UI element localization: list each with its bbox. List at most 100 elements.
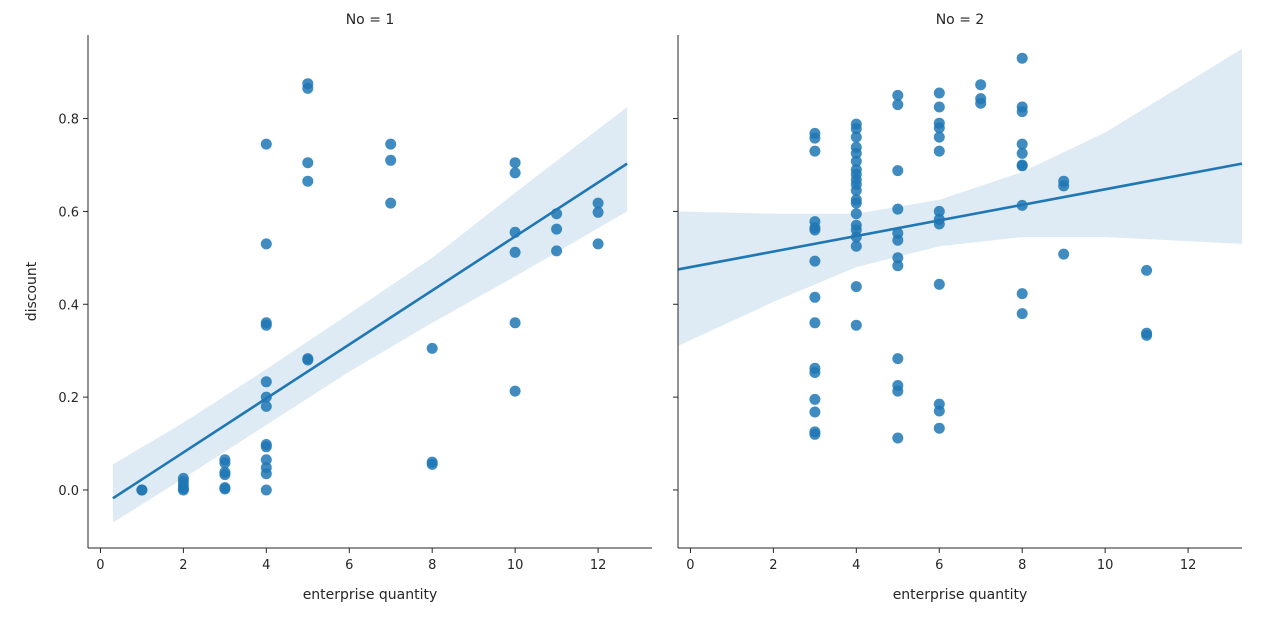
x-tick-label: 8 (428, 558, 436, 573)
data-point (850, 185, 862, 196)
data-point (260, 400, 272, 412)
y-tick-label: 0.4 (58, 298, 79, 313)
data-point (933, 278, 945, 290)
data-point (809, 406, 821, 418)
data-point (850, 123, 862, 135)
data-point (260, 319, 272, 331)
data-point (850, 147, 862, 159)
x-tick-label: 10 (507, 558, 524, 573)
data-point (892, 165, 904, 177)
data-point (1016, 308, 1028, 320)
data-point (850, 197, 862, 209)
data-point (1016, 288, 1028, 300)
data-point (975, 79, 987, 91)
data-point (426, 458, 438, 470)
data-point (850, 208, 862, 220)
x-tick-label: 6 (345, 558, 353, 573)
data-point (260, 454, 272, 466)
data-point (892, 234, 904, 246)
x-tick-label: 12 (1180, 558, 1197, 573)
data-point (136, 484, 148, 496)
data-point (933, 205, 945, 217)
panel-no-1: No = 1 enterprise quantity discount 0 2 4 6… (24, 12, 652, 603)
x-tick-label: 8 (1018, 558, 1026, 573)
data-point (850, 131, 862, 143)
x-axis-label: enterprise quantity (893, 587, 1028, 603)
x-tick-label: 10 (1097, 558, 1114, 573)
data-point (260, 441, 272, 453)
data-point (260, 468, 272, 480)
data-point (933, 122, 945, 134)
data-point (1016, 160, 1028, 172)
y-tick-label: 0.8 (58, 113, 79, 128)
data-point (509, 246, 521, 258)
x-tick-label: 2 (769, 558, 777, 573)
data-point (933, 405, 945, 417)
data-point (302, 157, 314, 169)
data-point (1058, 180, 1070, 192)
data-point (302, 175, 314, 187)
data-point (809, 428, 821, 440)
data-point (1141, 329, 1153, 341)
data-point (1016, 138, 1028, 150)
data-point (260, 238, 272, 250)
data-point (892, 432, 904, 444)
regression-line (112, 162, 628, 500)
data-point (1016, 106, 1028, 118)
confidence-band (678, 48, 1242, 347)
data-point (177, 484, 189, 496)
data-point (933, 422, 945, 434)
x-tick-label: 0 (96, 558, 104, 573)
data-point (809, 145, 821, 157)
data-point (302, 82, 314, 94)
x-tick-label: 12 (590, 558, 607, 573)
data-point (551, 223, 563, 235)
panel-title: No = 1 (346, 12, 395, 28)
data-point (933, 145, 945, 157)
data-point (592, 206, 604, 218)
data-point (509, 157, 521, 169)
data-point (809, 132, 821, 144)
panel-no-2: No = 2 enterprise quantity 0 2 4 6 8 10 12 (673, 12, 1243, 603)
data-point (975, 97, 987, 109)
y-tick-label: 0.6 (58, 205, 79, 220)
data-point (809, 291, 821, 303)
data-point (219, 483, 231, 495)
data-point (1141, 264, 1153, 276)
data-point (509, 317, 521, 329)
data-point (509, 385, 521, 397)
data-point (509, 167, 521, 179)
data-point (809, 224, 821, 236)
data-point (933, 131, 945, 143)
data-point (850, 240, 862, 252)
data-point (892, 99, 904, 111)
data-point (385, 197, 397, 209)
data-point (809, 393, 821, 405)
data-point (219, 457, 231, 469)
data-point (551, 245, 563, 257)
data-point (809, 317, 821, 329)
data-point (892, 252, 904, 264)
data-point (809, 367, 821, 378)
data-point (385, 154, 397, 166)
data-point (892, 260, 904, 272)
data-point (260, 376, 272, 388)
data-point (302, 354, 314, 366)
x-tick-label: 4 (852, 558, 860, 573)
data-point (1016, 52, 1028, 64)
data-point (892, 353, 904, 365)
confidence-band (112, 107, 628, 523)
data-point (850, 155, 862, 167)
data-point (892, 385, 904, 397)
data-point (1016, 147, 1028, 159)
data-point (592, 197, 604, 209)
panel-title: No = 2 (936, 12, 985, 28)
x-axis-label: enterprise quantity (303, 587, 438, 603)
data-point (219, 469, 231, 481)
data-point (385, 138, 397, 150)
data-point (850, 281, 862, 293)
data-point (592, 238, 604, 250)
data-point (933, 101, 945, 113)
data-point (260, 138, 272, 150)
